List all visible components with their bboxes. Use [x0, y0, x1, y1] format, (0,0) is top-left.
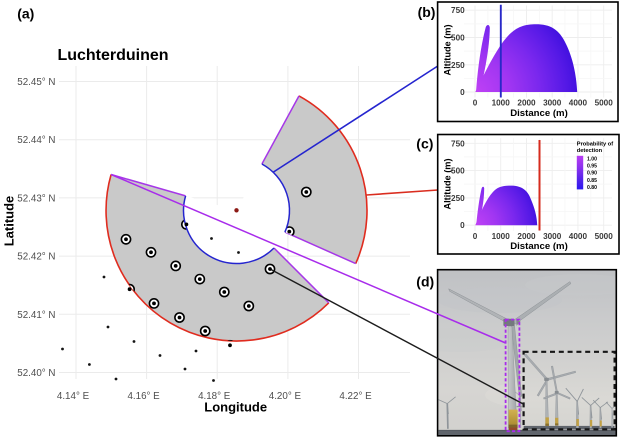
- svg-text:detection: detection: [577, 148, 603, 154]
- svg-text:52.40° N: 52.40° N: [17, 368, 55, 379]
- svg-text:500: 500: [451, 167, 465, 176]
- svg-text:750: 750: [451, 6, 465, 15]
- svg-text:2000: 2000: [517, 99, 536, 108]
- svg-text:Altitude (m): Altitude (m): [443, 158, 453, 209]
- svg-text:5000: 5000: [595, 232, 614, 241]
- svg-text:Distance (m): Distance (m): [510, 108, 568, 119]
- svg-text:0: 0: [473, 232, 478, 241]
- svg-text:Luchterduinen: Luchterduinen: [57, 47, 168, 64]
- svg-text:3000: 3000: [543, 99, 562, 108]
- svg-text:Longitude: Longitude: [204, 400, 267, 415]
- svg-text:0.80: 0.80: [587, 185, 597, 191]
- svg-text:0.90: 0.90: [587, 171, 597, 177]
- svg-text:750: 750: [451, 139, 465, 148]
- svg-text:Latitude: Latitude: [2, 196, 17, 247]
- svg-text:4.16° E: 4.16° E: [127, 391, 160, 402]
- svg-text:4.18° E: 4.18° E: [198, 391, 231, 402]
- svg-text:4000: 4000: [569, 99, 588, 108]
- svg-text:500: 500: [451, 34, 465, 43]
- svg-text:1000: 1000: [492, 232, 511, 241]
- svg-text:250: 250: [451, 61, 465, 70]
- svg-text:1.00: 1.00: [587, 156, 597, 162]
- svg-text:0.95: 0.95: [587, 164, 597, 170]
- svg-text:(a): (a): [17, 5, 34, 21]
- svg-text:250: 250: [451, 194, 465, 203]
- svg-text:4.14° E: 4.14° E: [57, 391, 90, 402]
- svg-text:4.22° E: 4.22° E: [339, 391, 372, 402]
- svg-text:52.45° N: 52.45° N: [17, 77, 55, 88]
- svg-text:5000: 5000: [595, 99, 614, 108]
- svg-text:(d): (d): [416, 273, 434, 289]
- svg-text:52.43° N: 52.43° N: [17, 193, 55, 204]
- svg-text:4.20° E: 4.20° E: [269, 391, 302, 402]
- svg-text:1000: 1000: [492, 99, 511, 108]
- svg-text:0: 0: [460, 88, 465, 97]
- svg-text:52.44° N: 52.44° N: [17, 135, 55, 146]
- svg-text:(c): (c): [416, 136, 433, 152]
- svg-text:(b): (b): [418, 4, 436, 20]
- svg-text:Altitude (m): Altitude (m): [443, 24, 453, 75]
- svg-text:0: 0: [473, 99, 478, 108]
- svg-text:Probability of: Probability of: [577, 142, 613, 148]
- svg-text:52.42° N: 52.42° N: [17, 252, 55, 263]
- svg-text:52.41° N: 52.41° N: [17, 310, 55, 321]
- svg-text:4000: 4000: [569, 232, 588, 241]
- svg-text:0: 0: [460, 221, 465, 230]
- svg-text:3000: 3000: [543, 232, 562, 241]
- svg-text:Distance (m): Distance (m): [510, 241, 568, 252]
- svg-text:0.85: 0.85: [587, 178, 597, 184]
- svg-text:2000: 2000: [517, 232, 536, 241]
